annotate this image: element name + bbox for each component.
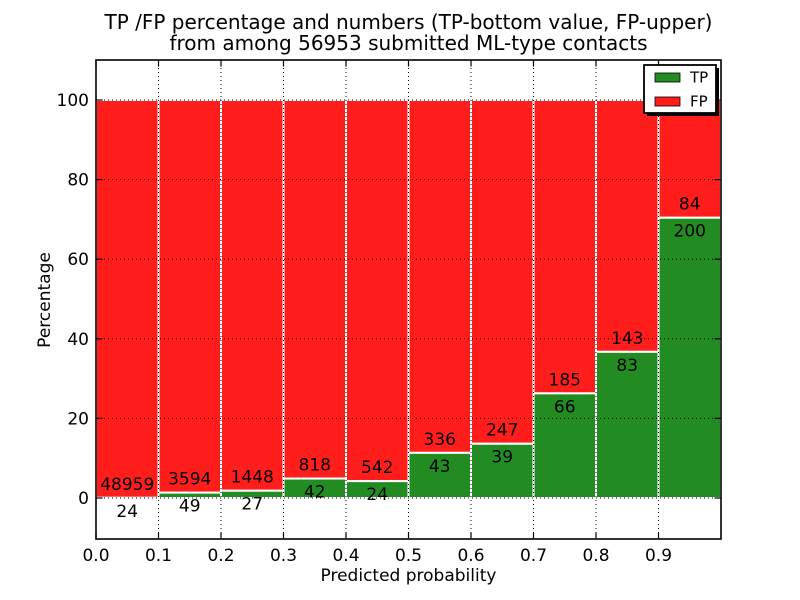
legend-label-fp: FP [690,93,708,111]
bar-value-fp-2: 1448 [231,468,274,488]
tick-label-x-9: 0.9 [645,546,672,566]
bar-value-fp-4: 542 [361,458,393,478]
bar-value-tp-8: 83 [616,356,638,376]
bar-value-fp-0: 48959 [100,475,154,495]
tick-label-x-7: 0.7 [520,546,547,566]
bar-fp-0 [95,98,160,499]
bar-fp-2 [220,98,285,492]
tick-label-x-4: 0.4 [332,546,359,566]
bar-value-fp-9: 84 [679,195,701,215]
bar-fp-1 [157,98,222,494]
tick-label-x-6: 0.6 [457,546,484,566]
plot-border [95,59,722,540]
chart-title-line2: from among 56953 submitted ML-type conta… [169,31,648,55]
tick-label-x-0: 0.0 [82,546,109,566]
bar-fp-7 [532,98,597,395]
bar-value-tp-5: 43 [429,457,451,477]
bar-value-tp-6: 39 [491,448,513,468]
bar-value-fp-3: 818 [299,456,331,476]
bar-value-tp-9: 200 [674,222,706,242]
tick-label-y-5: 100 [57,91,89,111]
bar-fp-4 [345,98,410,483]
bar-value-fp-7: 185 [549,370,581,390]
bar-value-fp-6: 247 [486,421,518,441]
bar-value-tp-0: 24 [116,502,138,522]
bar-tp-6 [470,442,535,500]
chart-title: TP /FP percentage and numbers (TP-bottom… [96,12,721,54]
tick-label-y-4: 80 [67,171,89,191]
bar-value-fp-1: 3594 [168,470,211,490]
legend-label-tp: TP [689,69,708,87]
tick-label-x-8: 0.8 [582,546,609,566]
tick-label-x-5: 0.5 [395,546,422,566]
bar-value-fp-5: 336 [424,430,456,450]
tick-label-y-2: 40 [67,330,89,350]
bar-tp-9 [657,216,722,500]
bar-fp-5 [407,98,472,454]
tick-label-x-2: 0.2 [207,546,234,566]
bar-value-tp-4: 24 [366,485,388,505]
tick-label-y-1: 20 [67,409,89,429]
tick-label-y-0: 0 [78,489,89,509]
bar-fp-8 [595,98,660,353]
legend-swatch-tp [654,72,681,83]
bar-fp-3 [282,98,347,480]
y-axis-label: Percentage [35,252,55,348]
tick-label-y-3: 60 [67,250,89,270]
chart-title-line1: TP /FP percentage and numbers (TP-bottom… [104,10,713,34]
legend-swatch-fp [654,96,681,107]
bar-value-tp-3: 42 [304,483,326,503]
bar-value-tp-2: 27 [241,495,263,515]
tick-label-x-3: 0.3 [270,546,297,566]
bar-value-tp-1: 49 [179,497,201,517]
bar-tp-8 [595,350,660,500]
tick-label-x-1: 0.1 [145,546,172,566]
bar-value-tp-7: 66 [554,397,576,417]
bar-value-fp-8: 143 [611,329,643,349]
bar-fp-6 [470,98,535,445]
x-axis-label: Predicted probability [320,566,497,586]
